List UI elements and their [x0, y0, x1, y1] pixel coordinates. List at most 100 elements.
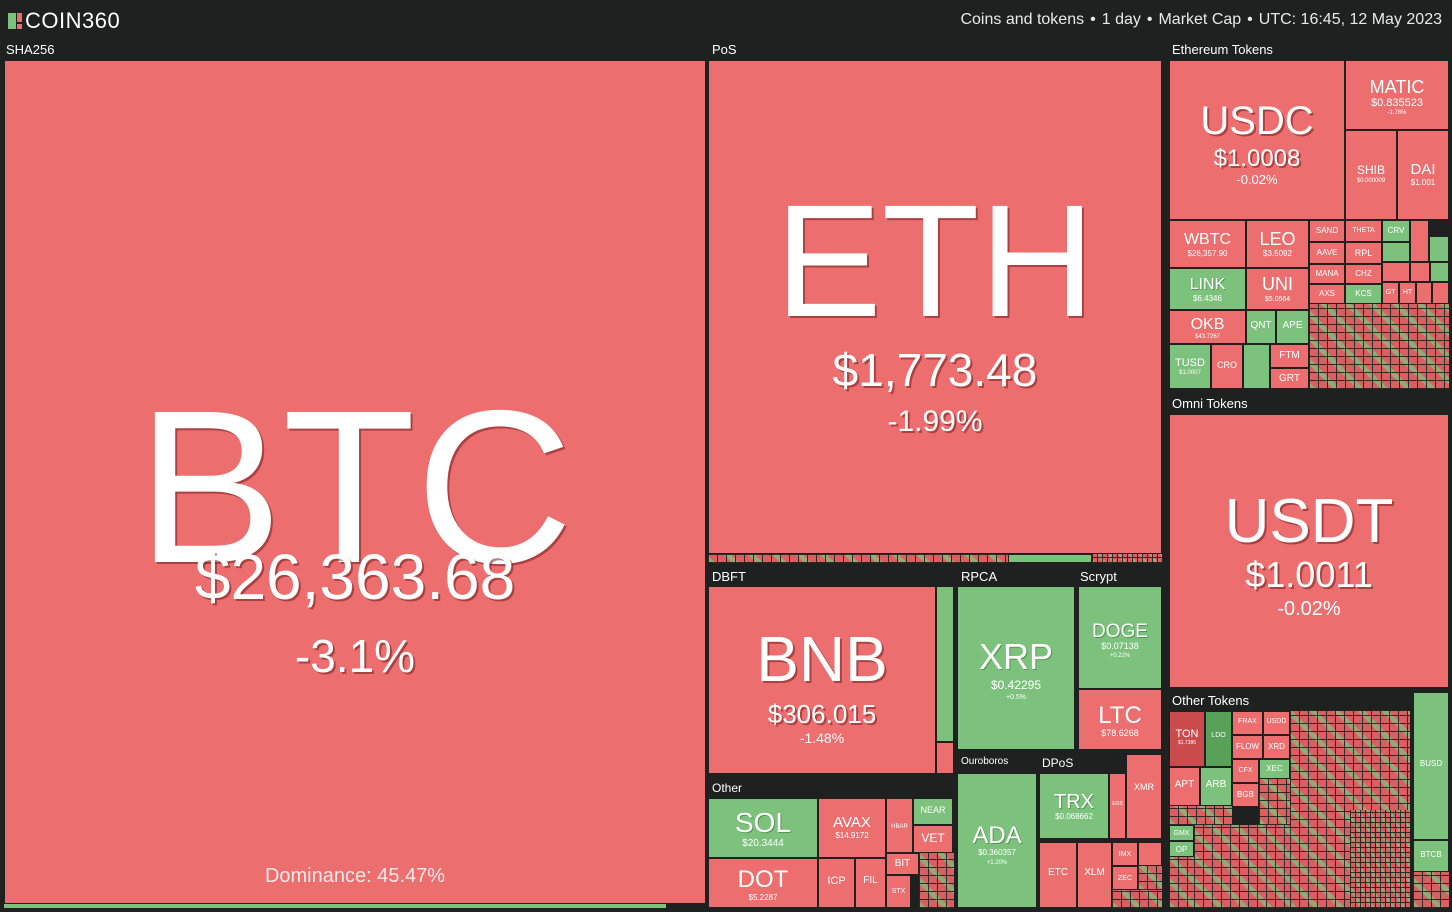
coin-tile-xmr[interactable]: XMR: [1126, 754, 1162, 839]
coin-tile-near[interactable]: NEAR: [913, 798, 953, 825]
coin-tile-small[interactable]: [1243, 344, 1270, 389]
coin-tile-grt[interactable]: GRT: [1270, 368, 1309, 389]
coin-tile-usdt[interactable]: USDT $1.0011 -0.02%: [1169, 414, 1449, 688]
coin-tile-flow[interactable]: FLOW: [1232, 735, 1263, 759]
coin-tile-matic[interactable]: MATIC $0.835523 -1.76%: [1345, 60, 1449, 130]
coin-tile-dai[interactable]: DAI $1.001: [1397, 130, 1449, 220]
other-small-tokens[interactable]: [1413, 872, 1449, 908]
coin-tile-btc[interactable]: BTC $26,363.68 -3.1% Dominance: 45.47%: [4, 60, 706, 904]
other-small-tokens[interactable]: [1169, 857, 1194, 908]
coin-tile-small[interactable]: [1410, 220, 1429, 262]
other-small-coins[interactable]: [919, 853, 954, 908]
coin-tile-ton[interactable]: TON $1.7386: [1169, 711, 1205, 767]
coin-tile-doge[interactable]: DOGE $0.07138 +0.22%: [1078, 586, 1162, 689]
coin-tile-xrd[interactable]: XRD: [1263, 735, 1290, 759]
coin-tile-cro[interactable]: CRO: [1211, 344, 1243, 389]
coin-tile-sol[interactable]: SOL $20.3444: [708, 798, 818, 858]
coin-tile-uni[interactable]: UNI $5.0564: [1246, 268, 1309, 310]
coin-tile-tusd[interactable]: TUSD $1.0007: [1169, 344, 1211, 389]
ethereum-small-tokens[interactable]: [1309, 304, 1449, 389]
coin-tile-crv[interactable]: CRV: [1382, 220, 1410, 242]
dpos-small-coins[interactable]: [1112, 890, 1162, 908]
coin-tile-mana[interactable]: MANA: [1309, 264, 1345, 284]
coin-tile-bnb[interactable]: BNB $306.015 -1.48%: [708, 586, 936, 774]
coin-tile-small[interactable]: [1416, 282, 1432, 304]
coin-tile-small[interactable]: [1430, 262, 1449, 282]
coin-tile-imx[interactable]: IMX: [1112, 842, 1138, 866]
coin-tile-small[interactable]: [936, 742, 954, 774]
coin-tile-ht[interactable]: HT: [1399, 282, 1416, 304]
coin-tile-leo[interactable]: LEO $3.5092: [1246, 220, 1309, 268]
coin-tile-gt[interactable]: GT: [1382, 282, 1399, 304]
pos-small-coins[interactable]: [1092, 554, 1162, 563]
group-label-other: Other: [712, 781, 743, 795]
coin-tile-cfx[interactable]: CFX: [1232, 759, 1259, 783]
coin-tile-theta[interactable]: THETA: [1345, 220, 1382, 242]
other-small-tokens[interactable]: [1259, 779, 1290, 825]
coin-tile-aave[interactable]: AAVE: [1309, 242, 1345, 264]
coin-tile-frax[interactable]: FRAX: [1232, 711, 1263, 735]
coin-tile-small[interactable]: [1410, 262, 1430, 282]
coin-tile-gmx[interactable]: GMX: [1169, 825, 1194, 841]
coin-tile-xec[interactable]: XEC: [1259, 759, 1290, 779]
coin-tile-sand[interactable]: SAND: [1309, 220, 1345, 242]
coin-tile-okb[interactable]: OKB $43.7267: [1169, 310, 1246, 344]
coin-tile-small[interactable]: [1432, 282, 1449, 304]
coin-tile-small[interactable]: [4, 904, 666, 908]
coin360-logo[interactable]: COIN360: [8, 8, 120, 34]
coin-tile-kcs[interactable]: KCS: [1345, 284, 1382, 304]
assets-filter[interactable]: Coins and tokens: [960, 11, 1085, 28]
period-filter[interactable]: 1 day: [1101, 11, 1141, 28]
other-small-tokens[interactable]: [1350, 810, 1410, 908]
coin-tile-small[interactable]: [1429, 236, 1449, 262]
coin-tile-bit[interactable]: BIT: [886, 853, 919, 875]
coin-tile-op[interactable]: OP: [1169, 841, 1194, 857]
coin-tile-xlm[interactable]: XLM: [1077, 842, 1112, 908]
other-small-tokens[interactable]: [1194, 825, 1290, 908]
coin-tile-ltc[interactable]: LTC $78.6268: [1078, 689, 1162, 750]
coin-tile-zec[interactable]: ZEC: [1112, 866, 1138, 890]
coin-tile-apt[interactable]: APT: [1169, 767, 1200, 806]
other-small-tokens[interactable]: [1169, 806, 1232, 825]
coin-symbol: XMR: [1134, 782, 1154, 792]
coin-tile-rpl[interactable]: RPL: [1345, 242, 1382, 264]
coin-tile-shib[interactable]: SHIB $0.000009: [1345, 130, 1397, 220]
coin-tile-etc[interactable]: ETC: [1039, 842, 1077, 908]
coin-tile-qnt[interactable]: QNT: [1246, 310, 1276, 344]
coin-tile-usdc[interactable]: USDC $1.0008 -0.02%: [1169, 60, 1345, 220]
coin-tile-eth[interactable]: ETH $1,773.48 -1.99%: [708, 60, 1162, 554]
coin-price: $1.7386: [1177, 740, 1197, 746]
coin-tile-vet[interactable]: VET: [913, 825, 953, 853]
coin-symbol: ETC: [1048, 867, 1068, 878]
coin-tile-small[interactable]: [1382, 262, 1410, 282]
coin-tile-usdd[interactable]: USDD: [1263, 711, 1290, 735]
coin-tile-bgb[interactable]: BGB: [1232, 783, 1259, 807]
coin-tile-ape[interactable]: APE: [1276, 310, 1309, 344]
coin-tile-fil[interactable]: FIL: [855, 858, 886, 908]
coin-tile-stx[interactable]: STX: [886, 875, 911, 908]
coin-tile-icp[interactable]: ICP: [818, 858, 855, 908]
coin-tile-btcb[interactable]: BTCB: [1413, 840, 1449, 872]
coin-tile-xrp[interactable]: XRP $0.42295 +0.5%: [957, 586, 1075, 750]
coin-tile-ftm[interactable]: FTM: [1270, 344, 1309, 368]
coin-tile-axs[interactable]: AXS: [1309, 284, 1345, 304]
coin-tile-small[interactable]: [1138, 842, 1162, 866]
coin-tile-dot[interactable]: DOT $5.2287: [708, 858, 818, 908]
coin-tile-ada[interactable]: ADA $0.360357 +1.20%: [957, 773, 1037, 908]
coin-tile-wbtc[interactable]: WBTC $26,357.90: [1169, 220, 1246, 268]
coin-tile-ldo[interactable]: LDO: [1205, 711, 1232, 767]
coin-tile-link[interactable]: LINK $6.4346: [1169, 268, 1246, 310]
coin-tile-trx[interactable]: TRX $0.068662: [1039, 773, 1109, 839]
coin-tile-small[interactable]: [936, 586, 954, 742]
coin-tile-hbar[interactable]: HBAR: [886, 798, 913, 853]
metric-filter[interactable]: Market Cap: [1158, 11, 1242, 28]
coin-tile-small[interactable]: [1008, 554, 1092, 563]
coin-tile-arb[interactable]: ARB: [1200, 767, 1232, 806]
coin-tile-avax[interactable]: AVAX $14.9172: [818, 798, 886, 858]
coin-tile-chz[interactable]: CHZ: [1345, 264, 1382, 284]
coin-tile-small[interactable]: [1382, 242, 1410, 262]
coin-tile-busd[interactable]: BUSD: [1413, 692, 1449, 840]
pos-small-coins[interactable]: [708, 554, 1008, 563]
coin-tile-eos[interactable]: EOS: [1109, 773, 1126, 839]
dpos-small-coins[interactable]: [1138, 866, 1162, 890]
